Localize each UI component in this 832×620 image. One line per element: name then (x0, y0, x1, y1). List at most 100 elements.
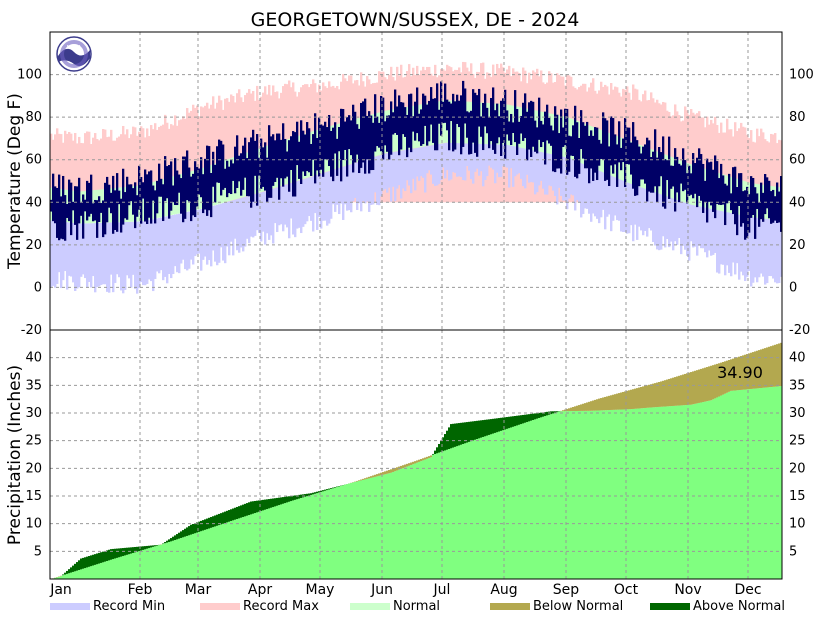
precip-normal-bar (670, 406, 673, 579)
precip-below-bar (722, 361, 725, 395)
record-min-bar (768, 218, 771, 277)
precip-above-bar (278, 497, 281, 506)
observed-temp-bar (426, 104, 429, 146)
observed-temp-bar (264, 142, 267, 191)
observed-temp-bar (586, 121, 589, 169)
precip-above-bar (528, 414, 531, 422)
record-min-bar (480, 143, 483, 172)
observed-temp-bar (684, 160, 687, 190)
record-min-bar (502, 144, 505, 167)
precip-normal-bar (394, 471, 397, 579)
observed-temp-bar (692, 153, 695, 199)
observed-temp-bar (502, 98, 505, 143)
record-min-bar (682, 201, 685, 246)
precip-normal-bar (192, 533, 195, 579)
record-max-bar (738, 128, 741, 203)
precip-above-bar (444, 434, 447, 451)
precip-normal-bar (424, 459, 427, 579)
record-min-bar (188, 211, 191, 269)
record-max-bar (224, 98, 227, 203)
precip-normal-bar (364, 479, 367, 579)
observed-temp-bar (428, 100, 431, 142)
temperature-axis-title: Temperature (Deg F) (5, 93, 25, 270)
precip-normal-bar (712, 399, 715, 579)
precip-above-bar (146, 545, 149, 549)
record-min-bar (570, 158, 573, 195)
precip-above-bar (554, 411, 557, 413)
record-max-bar (230, 94, 233, 203)
precip-normal-bar (286, 502, 289, 579)
precip-above-bar (314, 492, 317, 494)
observed-temp-bar (112, 175, 115, 234)
precip-normal-bar (432, 454, 435, 579)
record-min-bar (704, 207, 707, 253)
precip-normal-bar (582, 410, 585, 579)
record-max-bar (122, 125, 125, 203)
precip-normal-bar (258, 511, 261, 579)
record-max-bar (746, 134, 749, 203)
observed-temp-bar (558, 133, 561, 169)
precip-normal-bar (108, 560, 111, 579)
record-min-bar (610, 175, 613, 232)
precip-normal-bar (420, 461, 423, 579)
observed-temp-bar (138, 165, 141, 210)
precip-normal-bar (156, 545, 159, 579)
observed-temp-bar (330, 130, 333, 177)
precip-above-bar (438, 443, 441, 453)
precip-below-bar (594, 399, 597, 411)
observed-temp-bar (424, 95, 427, 126)
precip-normal-bar (606, 410, 609, 579)
observed-temp-bar (318, 117, 321, 177)
observed-temp-bar (778, 191, 781, 223)
legend: Record Min Record Max Normal Below Normal Ab… (50, 599, 785, 614)
precip-below-bar (636, 388, 639, 409)
record-min-bar (442, 143, 445, 168)
precip-normal-bar (88, 566, 91, 579)
record-min-bar (462, 143, 465, 181)
observed-temp-bar (104, 182, 107, 235)
precip-below-bar (676, 376, 679, 406)
precip-normal-bar (400, 468, 403, 579)
record-min-bar (66, 222, 69, 290)
precip-above-bar (472, 421, 475, 441)
record-min-bar (732, 213, 735, 263)
observed-temp-bar (674, 148, 677, 212)
record-min-bar (62, 221, 65, 281)
observed-temp-bar (672, 165, 675, 187)
record-min-bar (244, 196, 247, 247)
record-max-bar (102, 128, 105, 203)
observed-temp-bar (688, 165, 691, 196)
observed-temp-bar (342, 109, 345, 161)
precip-normal-bar (738, 390, 741, 579)
observed-temp-bar (64, 195, 67, 241)
precip-normal-bar (150, 547, 153, 579)
precip-normal-bar (702, 402, 705, 579)
record-max-bar (704, 127, 707, 203)
precip-above-bar (474, 421, 477, 440)
precip-above-bar (320, 490, 323, 492)
precip-normal-bar (596, 410, 599, 579)
month-label: Dec (734, 582, 761, 598)
observed-temp-bar (592, 135, 595, 181)
record-min-bar (152, 219, 155, 292)
precip-normal-bar (440, 451, 443, 579)
record-min-bar (352, 163, 355, 202)
record-max-bar (702, 117, 705, 203)
precip-above-bar (310, 493, 313, 495)
observed-temp-bar (712, 169, 715, 212)
observed-temp-bar (430, 87, 433, 125)
observed-temp-bar (562, 127, 565, 147)
record-min-bar (630, 183, 633, 226)
precip-normal-bar (612, 409, 615, 579)
record-min-bar (736, 214, 739, 264)
record-min-bar (300, 180, 303, 234)
precip-normal-bar (262, 510, 265, 579)
precip-normal-bar (620, 409, 623, 579)
precip-below-bar (746, 354, 749, 390)
precip-above-bar (218, 513, 221, 526)
precip-normal-bar (334, 487, 337, 579)
precip-above-bar (538, 412, 541, 418)
observed-temp-bar (490, 98, 493, 142)
precip-normal-bar (638, 408, 641, 579)
precip-tick-right: 30 (789, 406, 806, 421)
